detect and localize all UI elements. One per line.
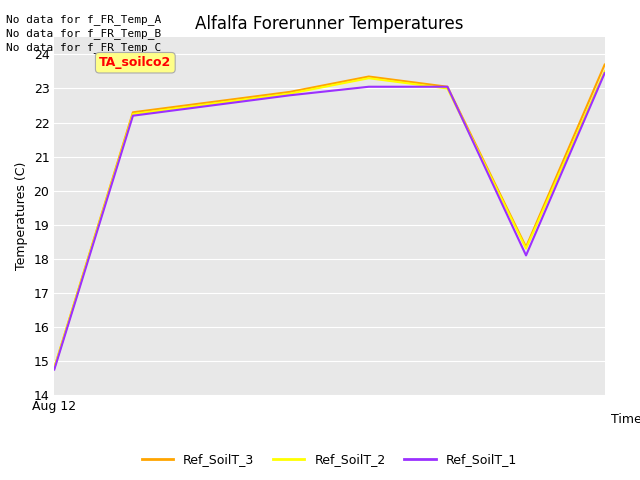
- Ref_SoilT_1: [129, 113, 137, 119]
- Ref_SoilT_2: [129, 111, 137, 117]
- Title: Alfalfa Forerunner Temperatures: Alfalfa Forerunner Temperatures: [195, 15, 464, 33]
- Ref_SoilT_3: [601, 62, 609, 68]
- Line: Ref_SoilT_3: Ref_SoilT_3: [54, 65, 605, 368]
- Ref_SoilT_2: [522, 246, 530, 252]
- Ref_SoilT_2: [444, 85, 451, 91]
- Ref_SoilT_1: [365, 84, 372, 90]
- Text: No data for f_FR_Temp_A: No data for f_FR_Temp_A: [6, 13, 162, 24]
- Ref_SoilT_3: [51, 365, 58, 371]
- Ref_SoilT_1: [601, 70, 609, 76]
- Ref_SoilT_2: [286, 91, 294, 96]
- Ref_SoilT_1: [51, 367, 58, 372]
- Ref_SoilT_2: [51, 365, 58, 371]
- Text: TA_soilco2: TA_soilco2: [99, 56, 172, 69]
- Y-axis label: Temperatures (C): Temperatures (C): [15, 162, 28, 270]
- Ref_SoilT_3: [129, 109, 137, 115]
- Ref_SoilT_3: [286, 89, 294, 95]
- X-axis label: Time: Time: [611, 413, 640, 426]
- Ref_SoilT_1: [286, 92, 294, 98]
- Ref_SoilT_2: [601, 69, 609, 74]
- Ref_SoilT_1: [444, 84, 451, 90]
- Text: No data for f_FR_Temp_B: No data for f_FR_Temp_B: [6, 28, 162, 39]
- Legend: Ref_SoilT_3, Ref_SoilT_2, Ref_SoilT_1: Ref_SoilT_3, Ref_SoilT_2, Ref_SoilT_1: [137, 448, 522, 471]
- Ref_SoilT_1: [208, 103, 216, 108]
- Text: No data for f_FR_Temp_C: No data for f_FR_Temp_C: [6, 42, 162, 53]
- Line: Ref_SoilT_1: Ref_SoilT_1: [54, 73, 605, 370]
- Ref_SoilT_3: [444, 84, 451, 90]
- Line: Ref_SoilT_2: Ref_SoilT_2: [54, 72, 605, 368]
- Ref_SoilT_2: [208, 101, 216, 107]
- Ref_SoilT_3: [208, 99, 216, 105]
- Ref_SoilT_3: [522, 244, 530, 250]
- Ref_SoilT_2: [365, 75, 372, 81]
- Ref_SoilT_3: [365, 73, 372, 79]
- Ref_SoilT_1: [522, 252, 530, 258]
